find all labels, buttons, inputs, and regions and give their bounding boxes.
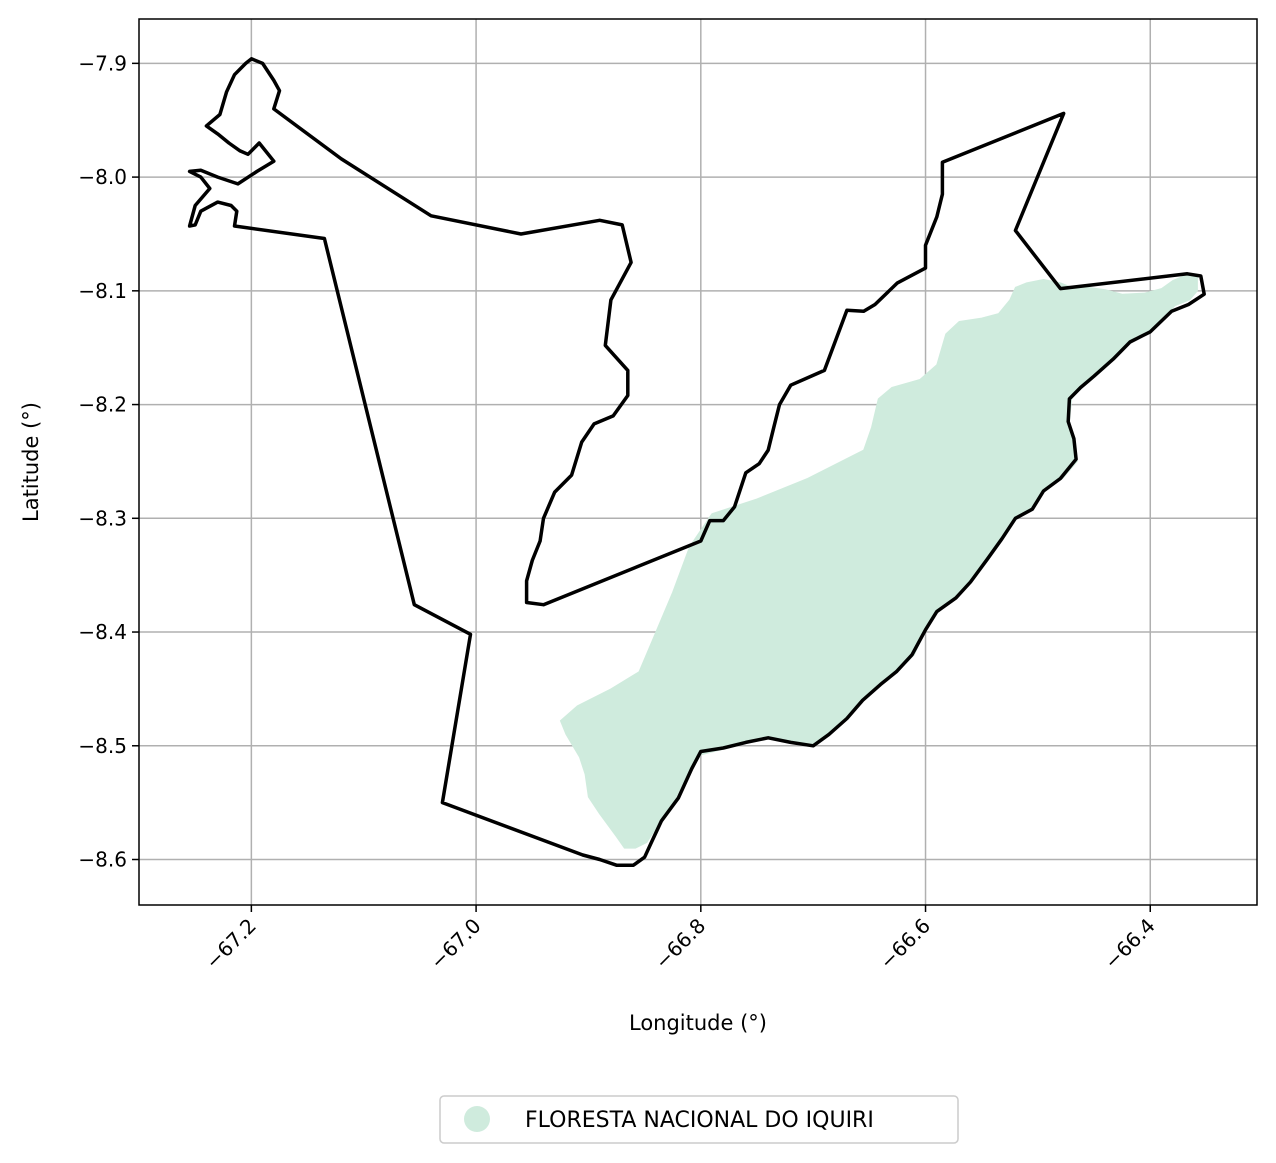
y-tick-label-0: −7.9 bbox=[78, 51, 127, 75]
y-tick-label-1: −8.0 bbox=[78, 165, 127, 189]
plot-frame bbox=[138, 18, 1258, 906]
y-tick-label-2: −8.1 bbox=[78, 279, 127, 303]
legend-box bbox=[439, 1095, 959, 1144]
y-tick-label-3: −8.2 bbox=[78, 393, 127, 417]
legend: FLORESTA NACIONAL DO IQUIRI bbox=[439, 1095, 959, 1144]
grid-lines bbox=[139, 19, 1257, 905]
legend-entry-label: FLORESTA NACIONAL DO IQUIRI bbox=[525, 1108, 874, 1133]
y-tick-label-6: −8.5 bbox=[78, 734, 127, 758]
y-axis-label: Latitude (°) bbox=[19, 402, 43, 522]
boundary-outline-1 bbox=[187, 57, 1206, 867]
y-tick-label-7: −8.6 bbox=[78, 848, 127, 872]
y-tick-label-5: −8.4 bbox=[78, 620, 127, 644]
legend-marker bbox=[464, 1106, 490, 1132]
y-tick-label-4: −8.3 bbox=[78, 506, 127, 530]
x-axis-label: Longitude (°) bbox=[629, 1011, 767, 1035]
map-layers bbox=[187, 57, 1206, 867]
